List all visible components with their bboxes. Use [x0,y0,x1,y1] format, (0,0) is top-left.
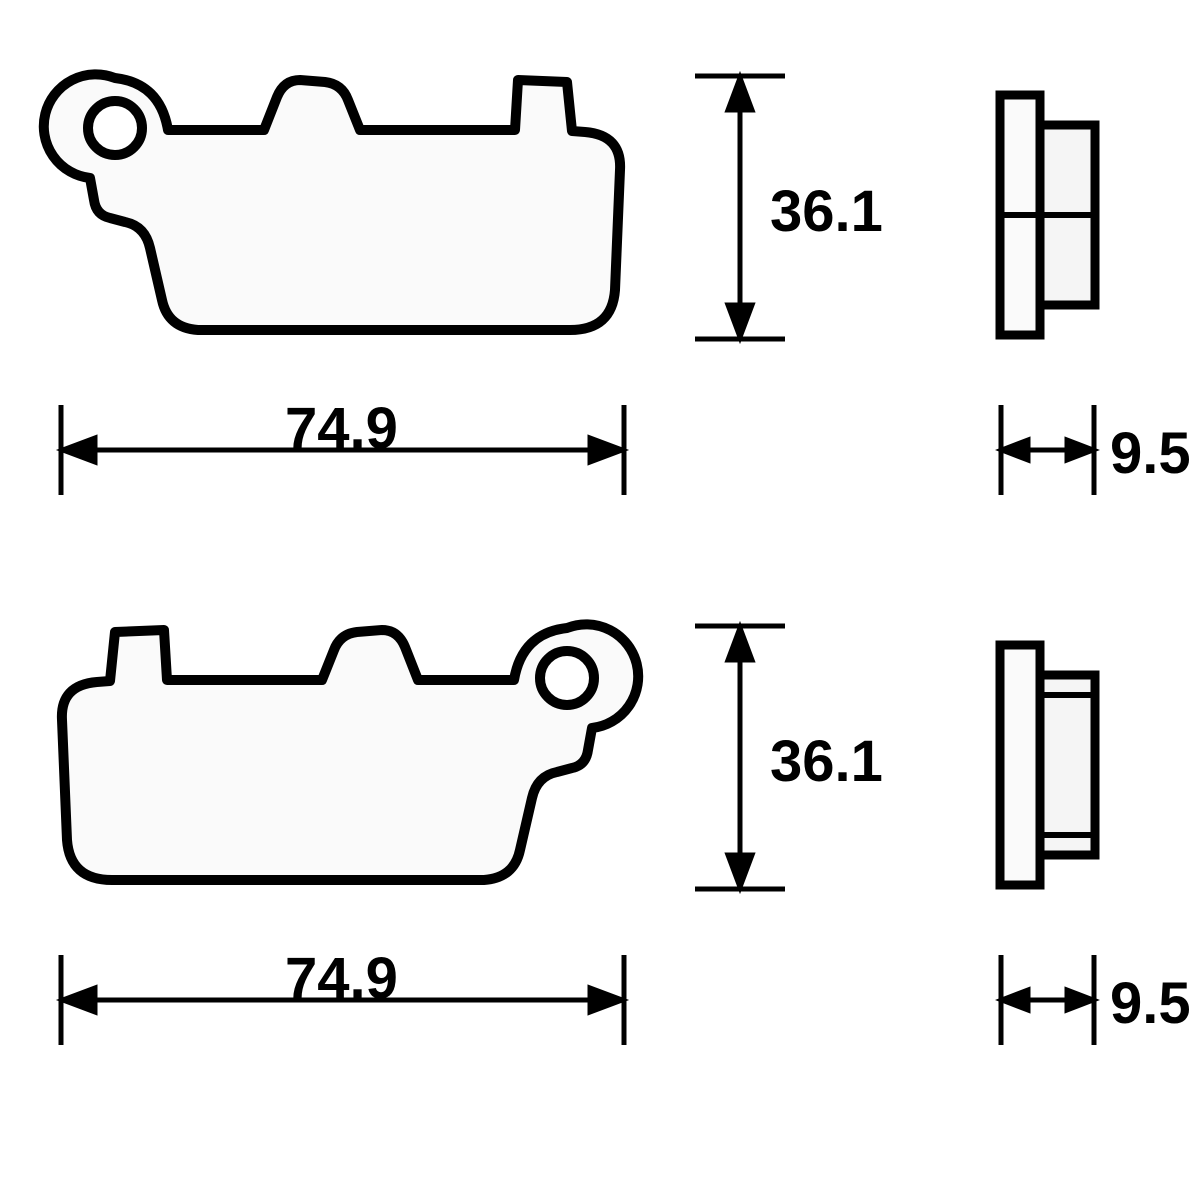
label-bottom-width: 74.9 [285,945,398,1012]
label-bottom-thick: 9.5 [1110,970,1191,1037]
pad-bottom-front [62,624,638,880]
label-top-width: 74.9 [285,395,398,462]
label-top-thick: 9.5 [1110,420,1191,487]
dim-bottom-thick [1000,955,1095,1045]
pad-bottom-side [1000,645,1095,885]
pad-top-side [1000,95,1095,335]
dim-top-thick [1000,405,1095,495]
pad-top-front [44,74,620,330]
label-top-height: 36.1 [770,178,883,245]
label-bottom-height: 36.1 [770,728,883,795]
